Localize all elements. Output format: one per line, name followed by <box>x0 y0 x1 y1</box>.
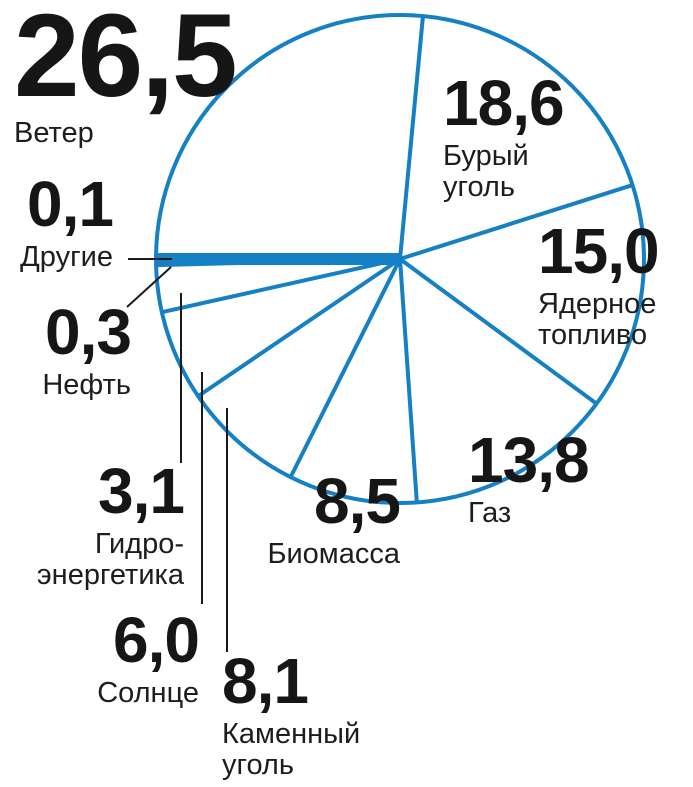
slice-name: уголь <box>443 171 515 203</box>
slice-value: 0,1 <box>27 168 114 240</box>
slice-name: Гидро- <box>94 528 184 560</box>
slice-boundary <box>288 258 402 478</box>
slice-label-hydro: 3,1 Гидро- энергетика <box>0 455 185 591</box>
slice-value: 0,3 <box>45 296 132 368</box>
slice-label-others: 0,1 Другие <box>0 168 114 273</box>
slice-value: 18,6 <box>443 67 565 139</box>
slice-value: 8,5 <box>314 465 401 537</box>
slice-name: Каменный <box>222 718 361 750</box>
slice-name: уголь <box>222 749 294 781</box>
slice-boundary <box>156 257 401 268</box>
slice-name: Биомасса <box>267 538 400 570</box>
slice-value: 8,1 <box>222 645 309 717</box>
slice-boundary <box>399 183 634 261</box>
slice-label-gas: 13,8 Газ <box>468 424 590 529</box>
slice-name: Газ <box>468 497 512 529</box>
slice-label-brown-coal: 18,6 Бурый уголь <box>443 67 565 203</box>
slice-name: энергетика <box>36 559 184 591</box>
slice-name: Другие <box>20 241 113 273</box>
slice-name: Ветер <box>14 117 94 149</box>
slice-name: Солнце <box>97 677 199 709</box>
slice-label-solar: 6,0 Солнце <box>0 604 200 709</box>
slice-value: 6,0 <box>113 604 200 676</box>
slice-boundary <box>197 257 402 398</box>
slice-name: Ядерное <box>538 288 657 320</box>
slice-boundary <box>398 258 419 503</box>
slice-name: Бурый <box>443 140 529 172</box>
slice-value: 13,8 <box>468 424 590 496</box>
slice-value: 26,5 <box>14 0 238 122</box>
slice-label-biomass: 8,5 Биомасса <box>250 465 401 570</box>
slice-label-nuclear-fuel: 15,0 Ядерное топливо <box>538 215 660 351</box>
slice-label-oil: 0,3 Нефть <box>0 296 132 401</box>
slice-name: топливо <box>538 319 648 351</box>
slice-boundary <box>398 15 425 260</box>
slice-boundary <box>161 257 401 315</box>
slice-boundary <box>398 257 598 406</box>
slice-label-wind: 26,5 Ветер <box>14 0 238 149</box>
slice-label-hard-coal: 8,1 Каменный уголь <box>222 649 360 781</box>
slice-value: 15,0 <box>538 215 660 287</box>
slice-name: Нефть <box>42 369 131 401</box>
leader-line <box>126 266 172 308</box>
slice-value: 3,1 <box>98 455 185 527</box>
